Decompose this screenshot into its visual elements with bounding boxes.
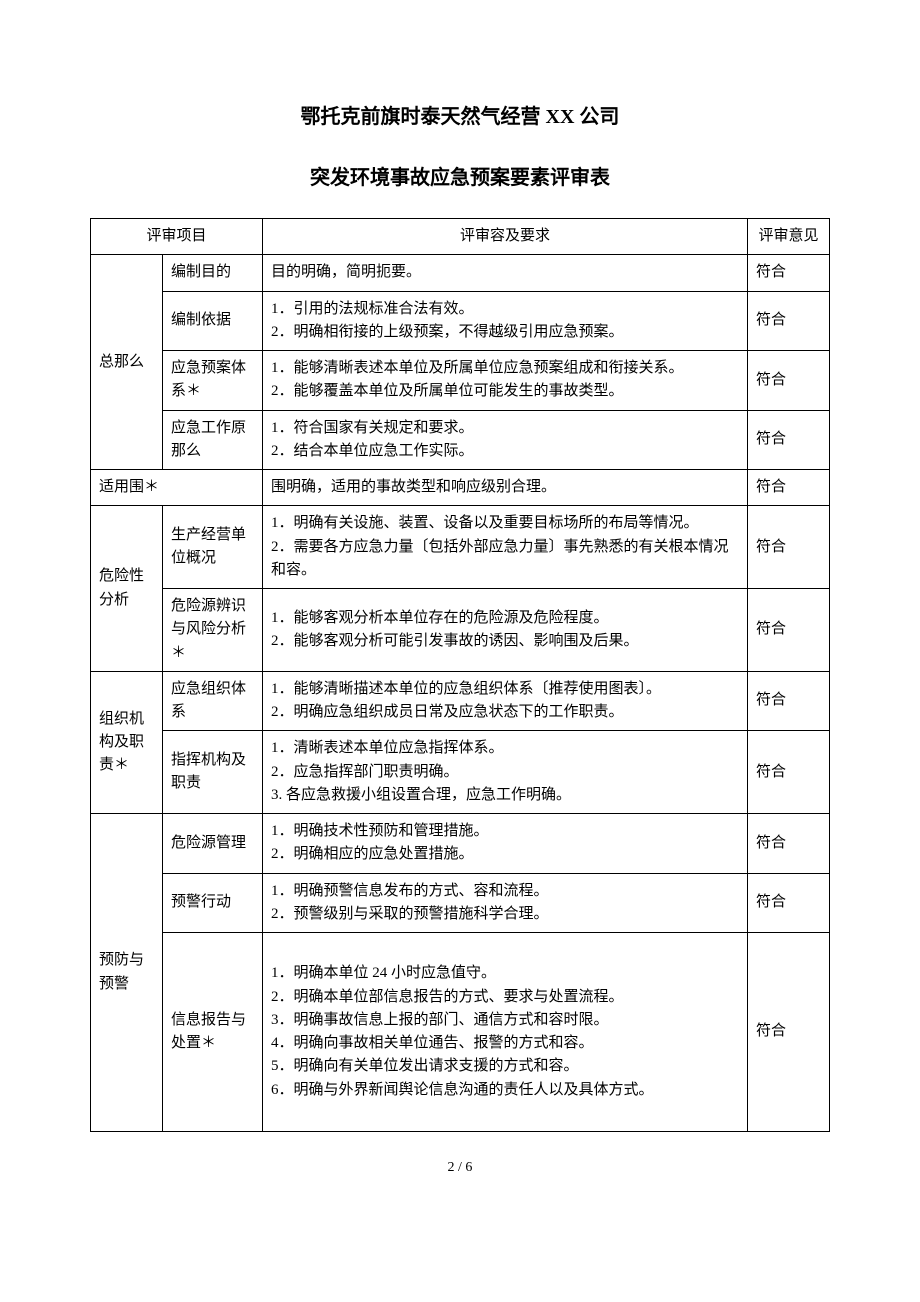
subitem-cell: 预警行动 (163, 873, 263, 933)
header-opinion: 评审意见 (748, 219, 830, 255)
table-row: 信息报告与处置＊ 1．明确本单位 24 小时应急值守。 2．明确本单位部信息报告… (91, 933, 830, 1132)
opinion-cell: 符合 (748, 814, 830, 874)
opinion-cell: 符合 (748, 291, 830, 351)
category-cell: 组织机构及职责＊ (91, 671, 163, 813)
table-row: 适用围＊围明确，适用的事故类型和响应级别合理。符合 (91, 470, 830, 506)
opinion-cell: 符合 (748, 506, 830, 589)
requirement-cell: 1．符合国家有关规定和要求。 2．结合本单位应急工作实际。 (263, 410, 748, 470)
table-row: 危险源辨识与风险分析＊1．能够客观分析本单位存在的危险源及危险程度。 2．能够客… (91, 589, 830, 672)
requirement-cell: 1．明确技术性预防和管理措施。 2．明确相应的应急处置措施。 (263, 814, 748, 874)
opinion-cell: 符合 (748, 410, 830, 470)
table-row: 应急预案体系＊1．能够清晰表述本单位及所属单位应急预案组成和衔接关系。 2．能够… (91, 351, 830, 411)
requirement-cell: 1．明确预警信息发布的方式、容和流程。 2．预警级别与采取的预警措施科学合理。 (263, 873, 748, 933)
table-row: 组织机构及职责＊应急组织体系1．能够清晰描述本单位的应急组织体系〔推荐使用图表〕… (91, 671, 830, 731)
requirement-cell: 1．明确有关设施、装置、设备以及重要目标场所的布局等情况。 2．需要各方应急力量… (263, 506, 748, 589)
subitem-cell: 信息报告与处置＊ (163, 933, 263, 1132)
subitem-cell: 编制依据 (163, 291, 263, 351)
subitem-cell: 编制目的 (163, 255, 263, 291)
table-row: 总那么编制目的目的明确，简明扼要。符合 (91, 255, 830, 291)
table-row: 危险性分析生产经营单位概况1．明确有关设施、装置、设备以及重要目标场所的布局等情… (91, 506, 830, 589)
category-cell: 适用围＊ (91, 470, 263, 506)
table-header-row: 评审项目 评审容及要求 评审意见 (91, 219, 830, 255)
document-title-sub: 突发环境事故应急预案要素评审表 (90, 161, 830, 190)
opinion-cell: 符合 (748, 470, 830, 506)
document-title-main: 鄂托克前旗时泰天然气经营 XX 公司 (90, 100, 830, 129)
review-table: 评审项目 评审容及要求 评审意见 总那么编制目的目的明确，简明扼要。符合编制依据… (90, 218, 830, 1132)
subitem-cell: 应急组织体系 (163, 671, 263, 731)
requirement-cell: 1．能够清晰描述本单位的应急组织体系〔推荐使用图表〕。 2．明确应急组织成员日常… (263, 671, 748, 731)
category-cell: 危险性分析 (91, 506, 163, 672)
requirement-cell: 1．引用的法规标准合法有效。 2．明确相衔接的上级预案，不得越级引用应急预案。 (263, 291, 748, 351)
requirement-cell: 1．能够清晰表述本单位及所属单位应急预案组成和衔接关系。 2．能够覆盖本单位及所… (263, 351, 748, 411)
table-row: 预防与预警危险源管理1．明确技术性预防和管理措施。 2．明确相应的应急处置措施。… (91, 814, 830, 874)
requirement-cell: 1．明确本单位 24 小时应急值守。 2．明确本单位部信息报告的方式、要求与处置… (263, 933, 748, 1132)
table-row: 指挥机构及职责1．清晰表述本单位应急指挥体系。 2．应急指挥部门职责明确。 3.… (91, 731, 830, 814)
table-row: 编制依据1．引用的法规标准合法有效。 2．明确相衔接的上级预案，不得越级引用应急… (91, 291, 830, 351)
category-cell: 总那么 (91, 255, 163, 470)
header-requirement: 评审容及要求 (263, 219, 748, 255)
table-row: 应急工作原那么1．符合国家有关规定和要求。 2．结合本单位应急工作实际。符合 (91, 410, 830, 470)
subitem-cell: 应急工作原那么 (163, 410, 263, 470)
subitem-cell: 危险源管理 (163, 814, 263, 874)
page-footer: 2 / 6 (90, 1160, 830, 1176)
subitem-cell: 危险源辨识与风险分析＊ (163, 589, 263, 672)
opinion-cell: 符合 (748, 933, 830, 1132)
subitem-cell: 应急预案体系＊ (163, 351, 263, 411)
requirement-cell: 围明确，适用的事故类型和响应级别合理。 (263, 470, 748, 506)
subitem-cell: 指挥机构及职责 (163, 731, 263, 814)
table-body: 总那么编制目的目的明确，简明扼要。符合编制依据1．引用的法规标准合法有效。 2．… (91, 255, 830, 1132)
opinion-cell: 符合 (748, 731, 830, 814)
requirement-cell: 目的明确，简明扼要。 (263, 255, 748, 291)
opinion-cell: 符合 (748, 351, 830, 411)
opinion-cell: 符合 (748, 671, 830, 731)
header-review-item: 评审项目 (91, 219, 263, 255)
subitem-cell: 生产经营单位概况 (163, 506, 263, 589)
table-row: 预警行动1．明确预警信息发布的方式、容和流程。 2．预警级别与采取的预警措施科学… (91, 873, 830, 933)
requirement-cell: 1．清晰表述本单位应急指挥体系。 2．应急指挥部门职责明确。 3. 各应急救援小… (263, 731, 748, 814)
opinion-cell: 符合 (748, 873, 830, 933)
requirement-cell: 1．能够客观分析本单位存在的危险源及危险程度。 2．能够客观分析可能引发事故的诱… (263, 589, 748, 672)
opinion-cell: 符合 (748, 255, 830, 291)
opinion-cell: 符合 (748, 589, 830, 672)
category-cell: 预防与预警 (91, 814, 163, 1132)
